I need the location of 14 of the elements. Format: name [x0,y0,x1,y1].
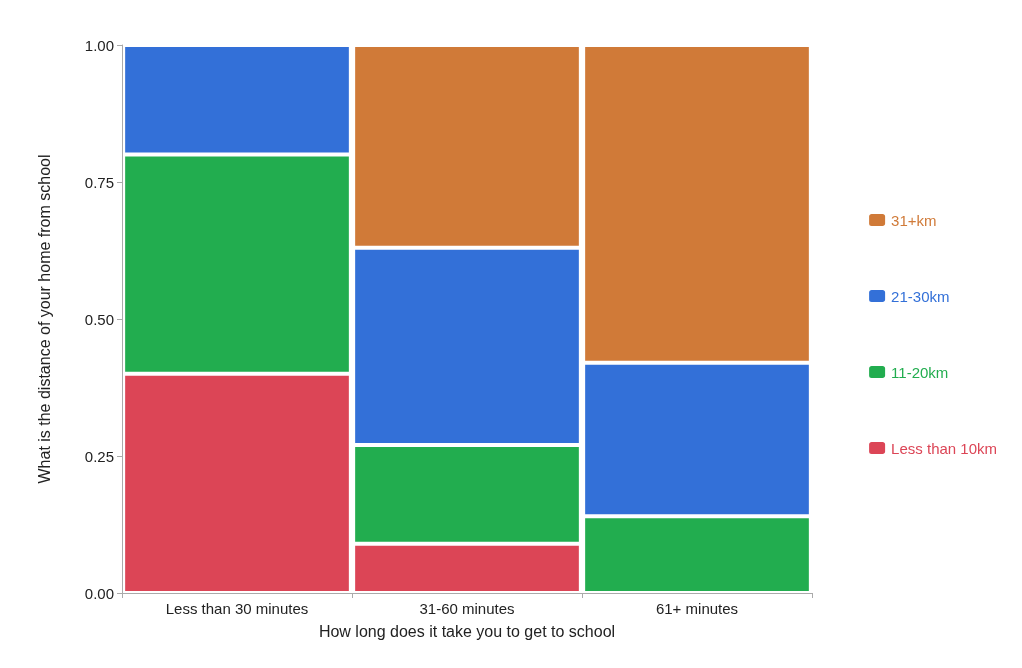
x-axis-title: How long does it take you to get to school [318,622,616,640]
legend-label: Less than 10km [891,439,998,457]
x-tick-label: 61+ minutes [655,600,739,617]
y-tick-label: 0.25 [84,447,114,465]
y-tick-label: 0.00 [84,584,114,602]
y-axis-title: What is the distance of your home from school [35,154,53,484]
y-tick-label: 0.50 [84,310,114,328]
x-tick-label: Less than 30 minutes [165,600,309,617]
legend-label: 21-30km [891,287,950,305]
x-tick-label: 31-60 minutes [419,600,515,617]
y-tick-label: 1.00 [84,36,114,54]
legend-label: 31+km [891,211,937,229]
y-tick-label: 0.75 [84,173,114,191]
legend-label: 11-20km [891,363,949,381]
